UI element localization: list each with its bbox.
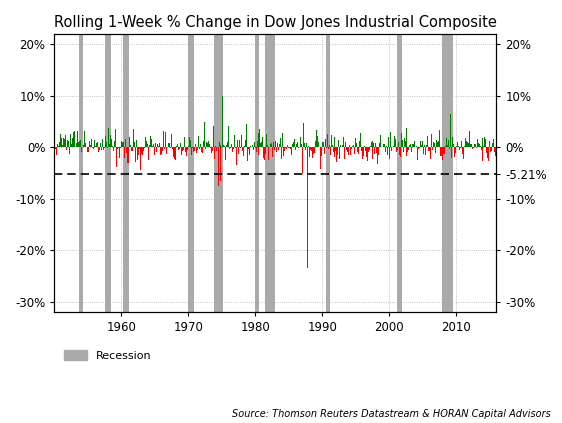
Bar (327, 34, 330, 312)
Bar (188, 34, 194, 312)
Title: Rolling 1-Week % Change in Dow Jones Industrial Composite: Rolling 1-Week % Change in Dow Jones Ind… (54, 15, 497, 30)
Bar (124, 34, 129, 312)
Bar (265, 34, 275, 312)
Bar (79, 34, 83, 312)
Legend: Recession: Recession (60, 346, 156, 365)
Bar (105, 34, 111, 312)
Bar (215, 34, 223, 312)
Bar (255, 34, 259, 312)
Text: Source: Thomson Reuters Datastream & HORAN Capital Advisors: Source: Thomson Reuters Datastream & HOR… (232, 409, 551, 419)
Bar (397, 34, 402, 312)
Bar (442, 34, 453, 312)
